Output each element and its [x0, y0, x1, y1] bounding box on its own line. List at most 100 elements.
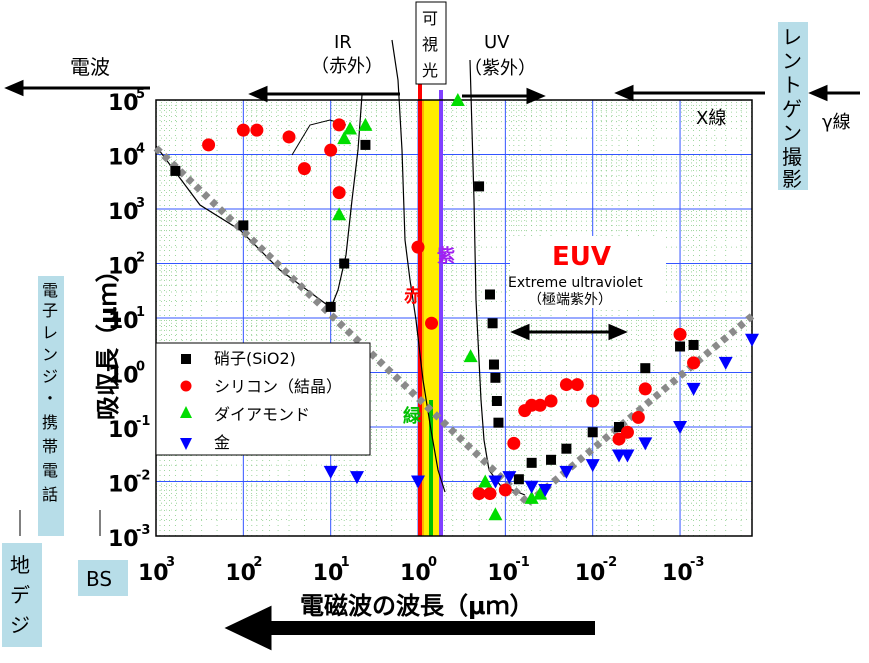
- point-silicon: [544, 394, 558, 408]
- x-tick-exponent: 3: [166, 555, 175, 570]
- svg-text:影: 影: [782, 167, 802, 191]
- y-tick-label: 10: [108, 364, 139, 389]
- y-tick-exponent: 5: [136, 87, 145, 102]
- svg-text:デ: デ: [10, 583, 30, 607]
- point-glass: [546, 454, 557, 465]
- point-glass: [640, 363, 651, 374]
- x-tick-label: 10: [575, 561, 606, 586]
- band-ir-label-1: IR: [334, 32, 352, 53]
- svg-text:・: ・: [42, 389, 58, 408]
- point-gold: [323, 465, 338, 479]
- band-gamma-label: γ線: [822, 112, 851, 133]
- point-silicon: [332, 118, 346, 132]
- x-tick-label: 10: [487, 561, 518, 586]
- x-tick-exponent: 0: [428, 555, 437, 570]
- svg-text:帯: 帯: [42, 437, 58, 456]
- point-silicon: [570, 378, 584, 392]
- svg-text:子: 子: [42, 301, 58, 320]
- silicon-curve: [391, 39, 446, 493]
- point-glass: [339, 258, 350, 269]
- microwave-phone-label: 電 子 レ ン ジ ・ 携 帯 電 話: [42, 281, 58, 504]
- point-gold: [585, 459, 600, 473]
- y-tick-exponent: 4: [136, 142, 145, 157]
- point-glass: [238, 220, 249, 231]
- svg-text:ゲ: ゲ: [782, 97, 802, 121]
- x-tick-exponent: -2: [603, 555, 617, 570]
- point-gold: [488, 475, 503, 489]
- point-diamond: [343, 121, 358, 135]
- y-axis-title: 吸収長（μｍ）: [94, 258, 122, 420]
- band-uv-label-1: UV: [484, 32, 510, 53]
- svg-text:ト: ト: [782, 73, 802, 97]
- point-gold: [638, 437, 653, 451]
- visible-label-box: [415, 1, 447, 85]
- tv-label: 地 デ ジ: [10, 553, 30, 637]
- visible-label-2: 視: [422, 35, 438, 54]
- point-gold: [502, 471, 517, 485]
- y-tick-exponent: -1: [136, 414, 150, 429]
- x-tick-label: 10: [662, 561, 693, 586]
- point-silicon: [498, 483, 512, 497]
- point-glass: [487, 318, 498, 329]
- point-silicon: [411, 240, 425, 254]
- y-tick-label: 10: [108, 473, 139, 498]
- euv-ja-label: （極端紫外）: [528, 292, 612, 308]
- euv-label-bg: [510, 236, 666, 308]
- legend-label-gold: 金: [214, 433, 230, 452]
- point-silicon: [297, 162, 311, 176]
- legend: 硝子(SiO2) シリコン（結晶） ダイアモンド 金: [155, 342, 371, 456]
- svg-text:ン: ン: [782, 49, 802, 73]
- point-silicon: [282, 130, 296, 144]
- point-diamond: [358, 117, 373, 131]
- y-tick-exponent: 0: [136, 360, 145, 375]
- y-tick-label: 10: [108, 255, 139, 280]
- point-silicon: [250, 123, 264, 137]
- point-silicon: [533, 398, 547, 412]
- point-gold: [620, 449, 635, 463]
- point-silicon: [332, 186, 346, 200]
- y-tick-exponent: -2: [136, 469, 150, 484]
- point-gold: [686, 382, 701, 396]
- violet-label: 紫: [437, 245, 455, 267]
- bs-box: [78, 560, 128, 596]
- microwave-phone-box: [38, 276, 64, 536]
- point-glass: [675, 341, 686, 352]
- point-gold: [673, 421, 688, 434]
- band-radio-label: 電波: [70, 55, 110, 79]
- point-silicon: [507, 436, 521, 450]
- point-glass: [360, 139, 371, 150]
- point-silicon: [236, 123, 250, 137]
- point-silicon: [202, 138, 216, 152]
- svg-text:撮: 撮: [782, 145, 802, 169]
- x-tick-label: 10: [400, 561, 431, 586]
- euv-label: EUV: [552, 242, 611, 272]
- x-tick-exponent: 1: [341, 555, 350, 570]
- y-tick-label: 10: [108, 309, 139, 334]
- point-silicon: [620, 425, 634, 439]
- band-ir-label-2: （赤外）: [311, 56, 383, 77]
- point-glass: [488, 359, 499, 370]
- svg-text:携: 携: [42, 413, 58, 432]
- y-tick-label: 10: [108, 146, 139, 171]
- point-diamond: [332, 207, 347, 221]
- svg-text:話: 話: [42, 485, 58, 504]
- point-silicon: [483, 487, 497, 501]
- legend-label-silicon: シリコン（結晶）: [214, 377, 342, 396]
- y-tick-label: 10: [108, 91, 139, 116]
- legend-label-glass: 硝子(SiO2): [214, 349, 296, 368]
- legend-marker-glass: [181, 354, 191, 364]
- point-glass: [688, 339, 699, 350]
- point-silicon: [586, 394, 600, 408]
- point-silicon: [559, 378, 573, 392]
- point-silicon: [631, 410, 645, 424]
- point-diamond: [533, 486, 548, 500]
- y-tick-label: 10: [108, 418, 139, 443]
- point-silicon: [425, 316, 439, 330]
- svg-text:ン: ン: [42, 345, 58, 364]
- y-tick-exponent: 1: [136, 305, 145, 320]
- legend-marker-gold: [180, 438, 192, 450]
- x-tick-label: 10: [138, 561, 169, 586]
- xray-photo-label: レ ン ト ゲ ン 撮 影: [782, 25, 802, 191]
- point-glass: [513, 474, 524, 485]
- x-axis-title: 電磁波の波長（μｍ）: [300, 592, 534, 620]
